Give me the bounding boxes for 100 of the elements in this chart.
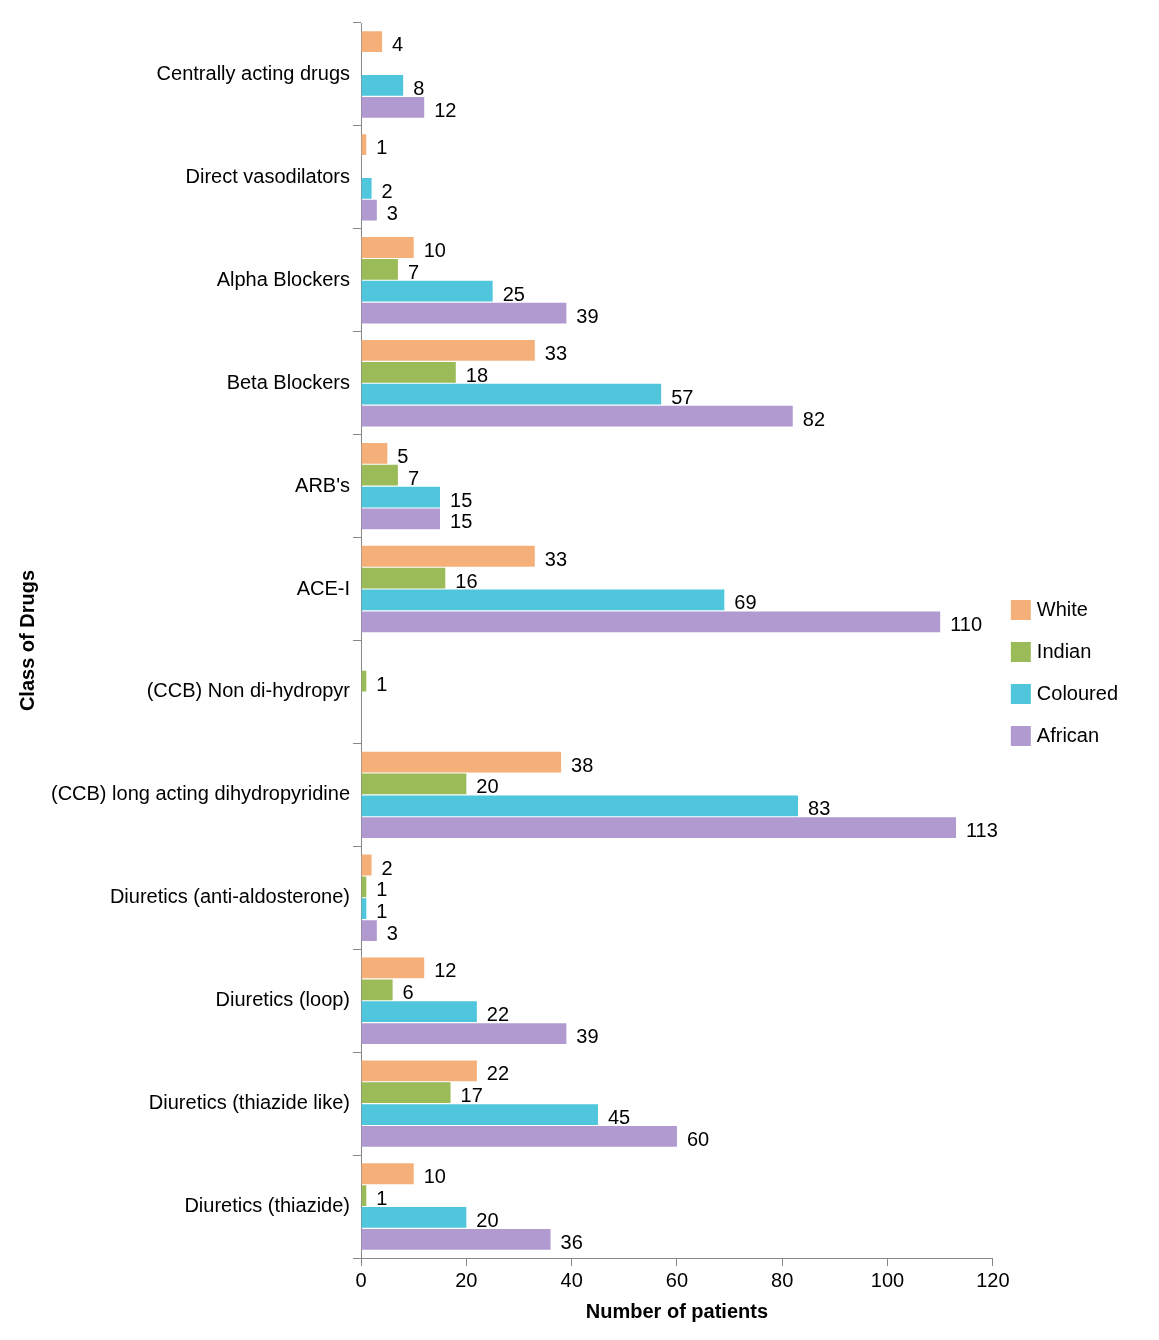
data-label: 20 — [476, 1208, 499, 1231]
data-label: 39 — [576, 1025, 599, 1048]
data-label: 10 — [423, 239, 446, 261]
data-label: 7 — [407, 260, 420, 283]
data-label: 33 — [544, 341, 568, 364]
x-tick-label: 80 — [771, 1268, 794, 1291]
data-label: 60 — [686, 1127, 710, 1150]
data-label: 17 — [460, 1084, 483, 1107]
y-tick-label: Alpha Blockers — [216, 267, 351, 290]
bar — [361, 361, 456, 383]
data-label: 12 — [434, 959, 457, 982]
data-label: 16 — [455, 569, 478, 592]
legend-label: African — [1036, 723, 1100, 746]
bar — [361, 31, 383, 53]
data-label: 1 — [376, 878, 388, 901]
bar — [361, 405, 793, 427]
data-label: 15 — [450, 510, 473, 533]
data-label: 1 — [376, 1187, 388, 1210]
data-label: 8 — [413, 76, 425, 99]
data-label: 15 — [450, 488, 473, 511]
bar — [361, 589, 725, 611]
x-tick-label: 120 — [976, 1268, 1010, 1291]
data-label: 1 — [376, 900, 388, 923]
bar — [361, 1228, 551, 1250]
y-tick-label: (CCB) Non di-hydropyr — [146, 679, 351, 702]
bar — [361, 545, 535, 567]
data-label: 1 — [376, 136, 388, 159]
x-tick-label: 0 — [355, 1268, 367, 1291]
bar — [361, 957, 425, 979]
data-label: 12 — [434, 98, 457, 121]
data-label: 2 — [381, 179, 393, 202]
data-label: 38 — [571, 753, 594, 776]
y-tick-label: Diuretics (loop) — [215, 988, 351, 1011]
bar — [361, 773, 467, 795]
data-label: 25 — [502, 282, 525, 305]
bar — [361, 611, 941, 633]
data-label: 22 — [486, 1003, 510, 1026]
bar — [361, 442, 388, 464]
data-label: 4 — [392, 33, 404, 56]
bar — [361, 340, 535, 361]
bar — [361, 464, 398, 486]
data-label: 3 — [386, 201, 398, 224]
data-label: 33 — [544, 547, 568, 570]
data-label: 7 — [407, 466, 420, 489]
bar — [361, 854, 372, 876]
data-label: 3 — [386, 922, 398, 945]
x-axis-title: Number of patients — [585, 1299, 769, 1322]
data-label: 45 — [607, 1106, 631, 1129]
y-tick-label: Diuretics (thiazide like) — [148, 1091, 351, 1114]
legend-label: White — [1036, 597, 1088, 620]
bar — [361, 177, 372, 199]
y-tick-label: Beta Blockers — [226, 370, 351, 393]
x-tick-label: 40 — [560, 1268, 583, 1291]
data-label: 69 — [734, 591, 757, 614]
y-tick-label: Direct vasodilators — [185, 164, 351, 187]
data-label: 6 — [402, 981, 414, 1004]
y-tick-label: ARB's — [295, 473, 351, 496]
bar — [361, 486, 441, 508]
bar — [361, 1163, 414, 1185]
bar — [361, 1023, 567, 1044]
bar — [361, 920, 377, 941]
bar — [361, 817, 956, 839]
data-label: 10 — [423, 1165, 446, 1188]
data-label: 2 — [381, 856, 393, 879]
data-label: 82 — [802, 407, 826, 430]
y-tick-label: Centrally acting drugs — [156, 61, 351, 84]
data-label: 110 — [950, 613, 983, 636]
bar — [361, 280, 493, 302]
bar — [361, 567, 446, 589]
y-tick-label: Diuretics (thiazide) — [184, 1194, 351, 1217]
bar — [361, 96, 425, 118]
x-tick-label: 20 — [455, 1268, 478, 1291]
data-label: 1 — [376, 672, 388, 695]
y-tick-label: Diuretics (anti-aldosterone) — [109, 885, 351, 908]
bar — [361, 1060, 477, 1082]
bar — [361, 237, 414, 258]
bar — [361, 795, 799, 817]
y-tick-label: ACE-I — [296, 576, 351, 599]
y-tick-label: (CCB) long acting dihydropyridine — [50, 782, 351, 805]
bar — [361, 1126, 677, 1147]
bar — [361, 1001, 477, 1023]
x-tick-label: 100 — [870, 1268, 905, 1291]
bar — [361, 302, 567, 324]
y-axis-title: Class of Drugs — [15, 569, 38, 712]
data-label: 20 — [476, 775, 499, 798]
data-label: 22 — [486, 1062, 510, 1085]
data-label: 5 — [397, 444, 409, 467]
bar — [361, 751, 562, 773]
data-label: 83 — [808, 797, 831, 820]
bar — [361, 1207, 467, 1228]
legend-label: Indian — [1036, 639, 1092, 662]
bar — [361, 383, 662, 405]
bar — [361, 1082, 451, 1104]
bar — [361, 75, 404, 96]
data-label: 39 — [576, 304, 599, 327]
data-label: 18 — [465, 363, 489, 386]
data-label: 36 — [560, 1230, 583, 1253]
data-label: 113 — [965, 819, 998, 842]
bar — [361, 1104, 598, 1125]
bar — [361, 258, 398, 280]
